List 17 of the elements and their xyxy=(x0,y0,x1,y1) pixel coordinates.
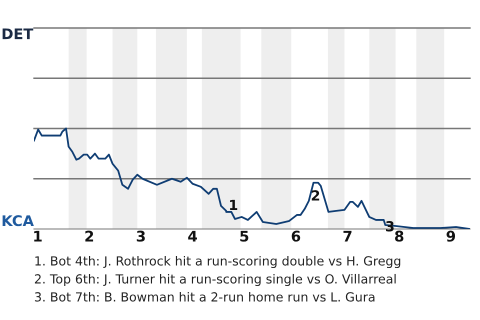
annotation: 2 xyxy=(312,190,320,200)
x-tick-label: 6 xyxy=(292,230,300,242)
annotation: 3 xyxy=(386,221,394,232)
text: KCA xyxy=(2,215,34,226)
x-tick-label: 5 xyxy=(240,230,248,242)
x-tick-label: 7 xyxy=(343,230,352,242)
text: 3. Bot 7th: B. Bowman hit a 2-run home run vs L. Gura xyxy=(34,292,374,302)
x-tick-label: 9 xyxy=(446,230,456,242)
text: DET xyxy=(2,28,34,40)
x-tick-label: 1 xyxy=(34,230,42,242)
x-tick-label: 3 xyxy=(136,230,145,242)
text: 1. Bot 4th: J. Rothrock hit a run-scoring double vs H. Gregg xyxy=(35,256,400,268)
annotation: 1 xyxy=(230,200,238,210)
text: 2. Top 6th: J. Turner hit a run-scoring single vs O. Villarreal xyxy=(34,274,396,286)
x-tick-label: 4 xyxy=(188,230,197,242)
x-tick-label: 8 xyxy=(395,230,404,242)
x-tick-label: 2 xyxy=(85,230,94,242)
